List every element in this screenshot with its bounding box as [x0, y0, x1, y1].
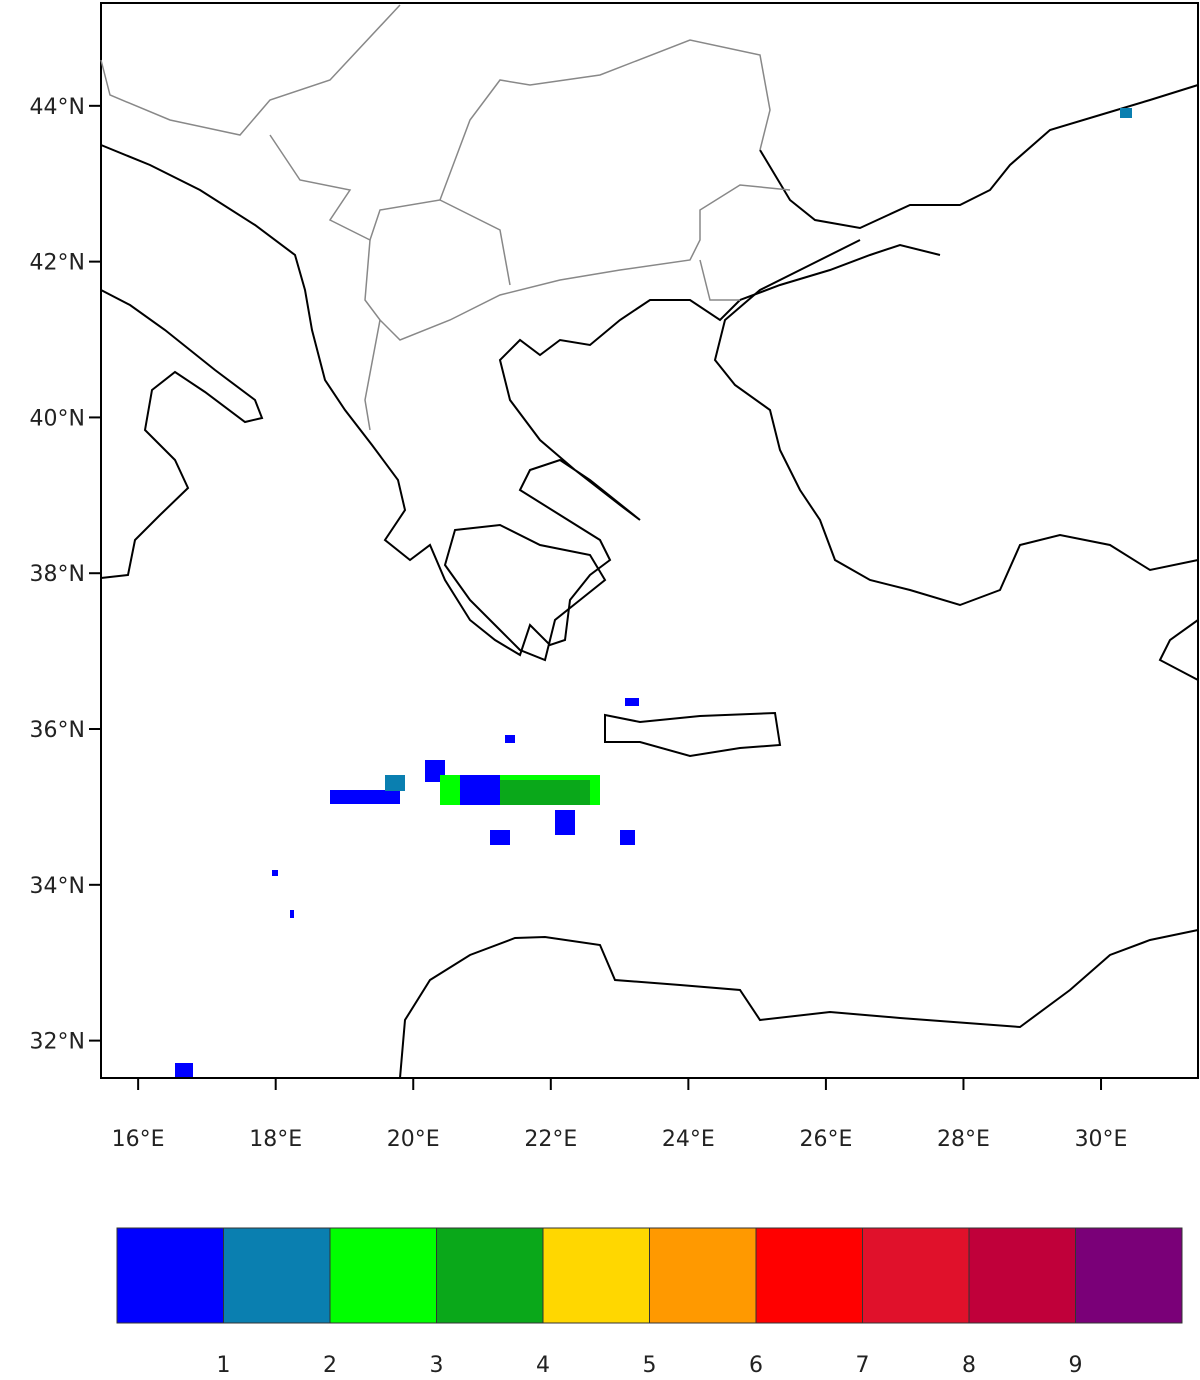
colorbar-label: 1 [217, 1353, 231, 1376]
colorbar-box [436, 1227, 544, 1324]
colorbar-box [862, 1227, 970, 1324]
y-tick-label: 32°N [30, 1030, 85, 1055]
precipitation-field [175, 108, 1132, 1077]
precip-cell [505, 735, 515, 743]
colorbar-label: 4 [536, 1353, 550, 1376]
precip-cell [490, 830, 510, 845]
y-tick-label: 42°N [30, 251, 85, 276]
colorbar-box [223, 1227, 331, 1324]
precip-cell [175, 1063, 193, 1077]
colorbar-box [755, 1227, 863, 1324]
colorbar-box [542, 1227, 650, 1324]
precip-cell [555, 810, 575, 835]
colorbar-box [116, 1227, 224, 1324]
y-tick-label: 40°N [30, 406, 85, 431]
y-tick-label: 38°N [30, 562, 85, 587]
precip-cell [625, 698, 639, 706]
colorbar-label: 7 [856, 1353, 870, 1376]
colorbar-label: 3 [430, 1353, 444, 1376]
y-tick-label: 34°N [30, 874, 85, 899]
y-tick-label: 36°N [30, 718, 85, 743]
x-tick-label: 30°E [1075, 1127, 1128, 1152]
colorbar-box [1075, 1227, 1183, 1324]
colorbar-label: 9 [1069, 1353, 1083, 1376]
colorbar-box [968, 1227, 1076, 1324]
precip-cell [1120, 108, 1132, 118]
x-tick-label: 24°E [662, 1127, 715, 1152]
precip-cell [500, 780, 590, 805]
precip-cell [290, 910, 294, 918]
precip-cell [620, 830, 635, 845]
colorbar-box [649, 1227, 757, 1324]
precip-cell [330, 790, 400, 804]
y-tick-label: 44°N [30, 95, 85, 120]
colorbar-label: 8 [962, 1353, 976, 1376]
precip-cell [272, 870, 278, 876]
colorbar-label: 6 [749, 1353, 763, 1376]
x-tick-label: 22°E [524, 1127, 577, 1152]
axes: 16°E 18°E 20°E 22°E 24°E 26°E 28°E 30°E 32°N 34°N… [30, 95, 1128, 1152]
x-tick-label: 16°E [112, 1127, 165, 1152]
precip-cell [385, 775, 405, 791]
x-tick-label: 26°E [799, 1127, 852, 1152]
map-frame [100, 2, 1199, 1079]
colorbar-label: 2 [323, 1353, 337, 1376]
country-borders [100, 4, 791, 431]
x-tick-label: 20°E [387, 1127, 440, 1152]
colorbar: 1 2 3 4 5 6 7 8 9 [116, 1227, 1183, 1378]
x-tick-label: 28°E [937, 1127, 990, 1152]
colorbar-box [329, 1227, 437, 1324]
x-tick-label: 18°E [249, 1127, 302, 1152]
coastlines [100, 84, 1199, 1079]
colorbar-label: 5 [643, 1353, 657, 1376]
precip-cell [460, 775, 500, 805]
